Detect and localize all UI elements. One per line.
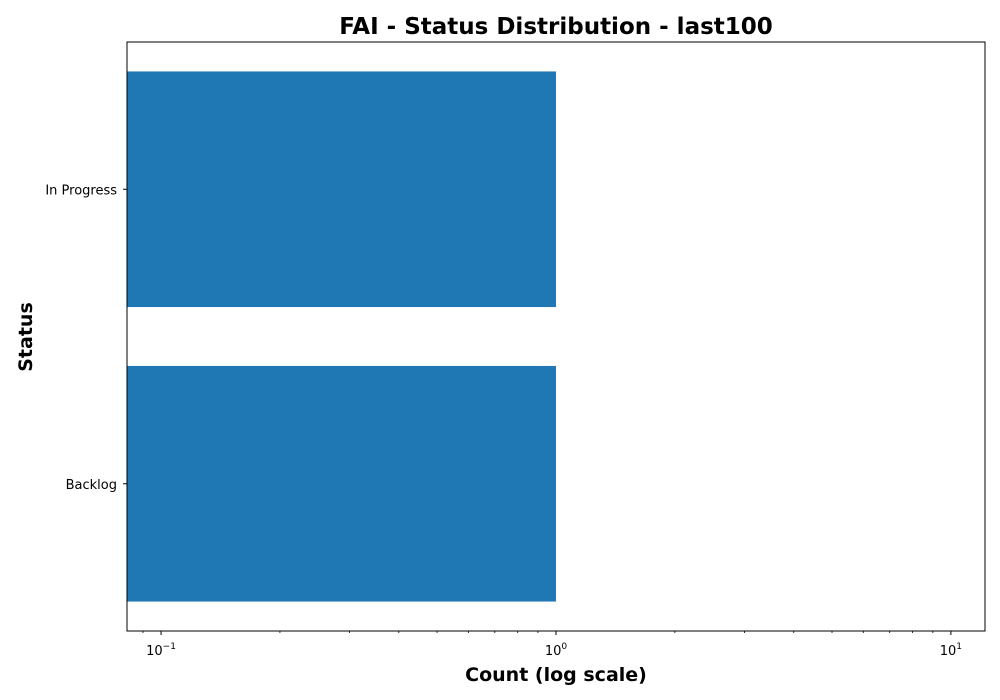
y-tick-label: In Progress (45, 183, 117, 198)
x-tick-label: 10−1 (146, 642, 176, 659)
x-axis-ticks: 10−1 100 101 (142, 631, 962, 659)
bars (127, 71, 556, 602)
y-axis-ticks: In Progress Backlog (45, 183, 127, 493)
y-tick-label: Backlog (66, 478, 117, 493)
y-axis-label: Status (15, 302, 37, 372)
x-axis-label: Count (log scale) (465, 664, 647, 686)
bar-in-progress (127, 71, 556, 308)
x-tick-label: 100 (545, 642, 568, 659)
bar-backlog (127, 365, 556, 602)
x-tick-label: 101 (940, 642, 962, 659)
chart-title: FAI - Status Distribution - last100 (339, 14, 773, 40)
